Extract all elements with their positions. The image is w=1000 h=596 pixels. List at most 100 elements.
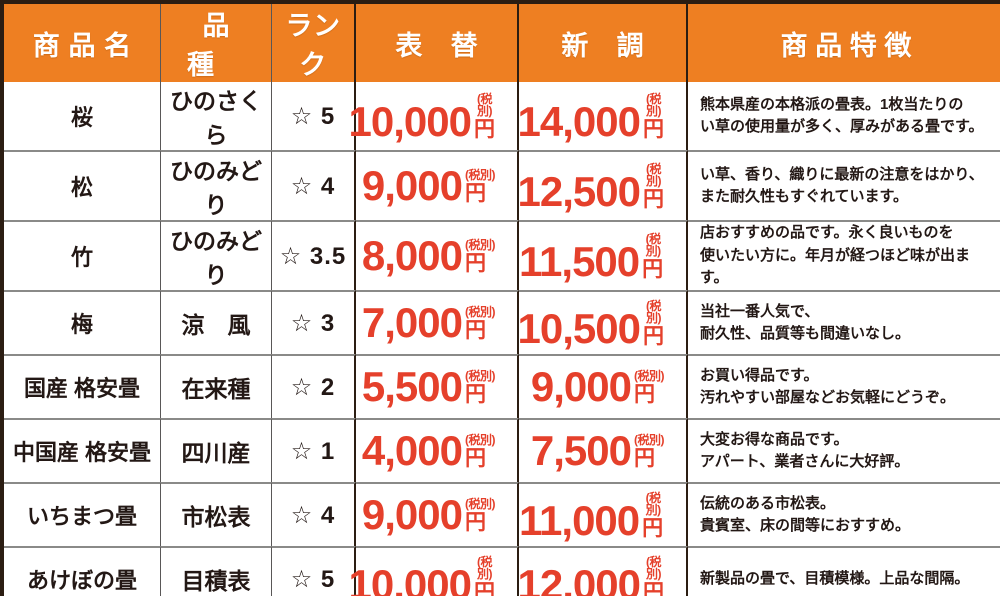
variety-cell: 涼 風	[161, 290, 272, 354]
price: 12,000 (税別) 円	[518, 556, 686, 596]
product-name-cell: 国産 格安畳	[4, 354, 161, 418]
shincho-price-cell: 12,000 (税別) 円	[518, 546, 688, 596]
variety-cell: ひのみどり	[161, 150, 272, 220]
product-name-cell: 梅	[4, 290, 161, 354]
table-row: 竹 ひのみどり ☆ 3.5 8,000 (税別) 円 11,500 (税別) 円 店…	[4, 220, 1000, 290]
price: 7,500 (税別) 円	[519, 427, 686, 475]
price-number: 10,000	[348, 561, 472, 596]
price-number: 7,500	[530, 427, 632, 475]
header-variety: 品種	[161, 4, 272, 82]
shincho-price-cell: 11,500 (税別) 円	[519, 220, 688, 290]
tax-note: (税別)	[646, 298, 662, 325]
rank-cell: ☆ 5	[272, 546, 356, 596]
shincho-price-cell: 11,000 (税別) 円	[519, 482, 688, 546]
price: 10,000 (税別) 円	[349, 91, 517, 143]
yen-unit: 円	[643, 187, 664, 211]
tax-note: (税別)	[645, 490, 661, 517]
price: 8,000 (税別) 円	[356, 234, 517, 277]
rank-cell: ☆ 4	[272, 482, 356, 546]
tax-note: (税別)	[465, 496, 496, 511]
tax-note: (税別)	[645, 231, 661, 258]
shincho-price-cell: 7,500 (税別) 円	[519, 418, 688, 482]
yen-unit: 円	[642, 257, 664, 281]
features-cell: い草、香り、織りに最新の注意をはかり、 また耐久性もすぐれています。	[688, 150, 1000, 220]
price-number: 4,000	[361, 427, 463, 475]
table-row: 中国産 格安畳 四川産 ☆ 1 4,000 (税別) 円 7,500 (税別) 円 …	[4, 418, 1000, 482]
price-number: 9,000	[361, 491, 463, 539]
features-cell: 伝統のある市松表。 貴賓室、床の間等におすすめ。	[688, 482, 1000, 546]
yen-unit: 円	[643, 117, 664, 141]
tax-note: (税別)	[465, 368, 496, 383]
yen-unit: 円	[465, 181, 486, 205]
yen-unit: 円	[634, 446, 655, 470]
yen-unit: 円	[465, 510, 486, 534]
shincho-price-cell: 12,500 (税別) 円	[518, 150, 688, 220]
features-cell: 熊本県産の本格派の畳表。1枚当たりの い草の使用量が多く、厚みがある畳です。	[688, 82, 1000, 150]
yen-unit: 円	[465, 446, 486, 470]
variety-cell: 四川産	[161, 418, 272, 482]
rank-cell: ☆ 3	[272, 290, 356, 354]
product-name-cell: 中国産 格安畳	[4, 418, 161, 482]
price-number: 10,000	[348, 98, 472, 146]
price: 14,000 (税別) 円	[517, 93, 686, 146]
price-number: 7,000	[361, 299, 463, 347]
rank-cell: ☆ 4	[272, 150, 356, 220]
omotegae-price-cell: 10,000 (税別) 円	[349, 82, 519, 150]
omotegae-price-cell: 5,500 (税別) 円	[356, 354, 519, 418]
yen-unit: 円	[465, 382, 486, 406]
price-number: 11,000	[519, 497, 640, 545]
tax-note: (税別)	[634, 368, 665, 383]
features-cell: 新製品の畳で、目積模様。上品な間隔。	[688, 546, 1000, 596]
price: 9,000 (税別) 円	[356, 162, 517, 210]
tax-note: (税別)	[646, 161, 662, 188]
header-product-name: 商品名	[4, 4, 161, 82]
price: 7,000 (税別) 円	[356, 299, 517, 347]
product-name-cell: 竹	[4, 220, 161, 290]
variety-cell: 市松表	[161, 482, 272, 546]
variety-cell: 目積表	[161, 546, 272, 596]
omotegae-price-cell: 8,000 (税別) 円	[356, 220, 519, 290]
price: 9,000 (税別) 円	[356, 491, 517, 539]
yen-unit: 円	[634, 382, 655, 406]
yen-unit: 円	[642, 516, 664, 540]
rank-cell: ☆ 5	[272, 82, 356, 150]
price-number: 5,500	[361, 363, 463, 411]
price: 10,000 (税別) 円	[349, 554, 517, 596]
shincho-price-cell: 9,000 (税別) 円	[519, 354, 688, 418]
yen-unit: 円	[465, 251, 486, 275]
price-number: 9,000	[361, 162, 463, 210]
omotegae-price-cell: 7,000 (税別) 円	[356, 290, 519, 354]
product-name-cell: 松	[4, 150, 161, 220]
features-cell: 大変お得な商品です。 アパート、業者さんに大好評。	[688, 418, 1000, 482]
yen-unit: 円	[643, 580, 664, 596]
tax-note: (税別)	[477, 91, 493, 118]
header-omotegae-price: 表替	[356, 4, 519, 82]
header-shincho-price: 新調	[519, 4, 688, 82]
table-row: いちまつ畳 市松表 ☆ 4 9,000 (税別) 円 11,000 (税別) 円 伝…	[4, 482, 1000, 546]
price-number: 10,500	[517, 305, 641, 353]
shincho-price-cell: 14,000 (税別) 円	[517, 82, 688, 150]
tax-note: (税別)	[477, 554, 493, 581]
price: 5,500 (税別) 円	[356, 363, 517, 411]
variety-cell: ひのさくら	[161, 82, 272, 150]
header-rank: ランク	[272, 4, 356, 82]
variety-cell: ひのみどり	[161, 220, 272, 290]
table-row: 国産 格安畳 在来種 ☆ 2 5,500 (税別) 円 9,000 (税別) 円 お…	[4, 354, 1000, 418]
product-name-cell: 桜	[4, 82, 161, 150]
tax-note: (税別)	[465, 167, 496, 182]
omotegae-price-cell: 9,000 (税別) 円	[356, 150, 519, 220]
features-cell: 当社一番人気で、 耐久性、品質等も間違いなし。	[688, 290, 1000, 354]
variety-cell: 在来種	[161, 354, 272, 418]
price: 9,000 (税別) 円	[519, 365, 686, 408]
header-row: 商品名 品種 ランク 表替 新調 商品特徴	[4, 4, 1000, 82]
yen-unit: 円	[465, 318, 486, 342]
tax-note: (税別)	[465, 432, 496, 447]
price: 12,500 (税別) 円	[518, 161, 686, 213]
yen-unit: 円	[474, 117, 495, 141]
yen-unit: 円	[474, 580, 495, 596]
price: 10,500 (税別) 円	[517, 298, 686, 353]
price-number: 14,000	[517, 98, 641, 146]
price: 11,000 (税別) 円	[519, 490, 686, 545]
features-cell: お買い得品です。 汚れやすい部屋などお気軽にどうぞ。	[688, 354, 1000, 418]
